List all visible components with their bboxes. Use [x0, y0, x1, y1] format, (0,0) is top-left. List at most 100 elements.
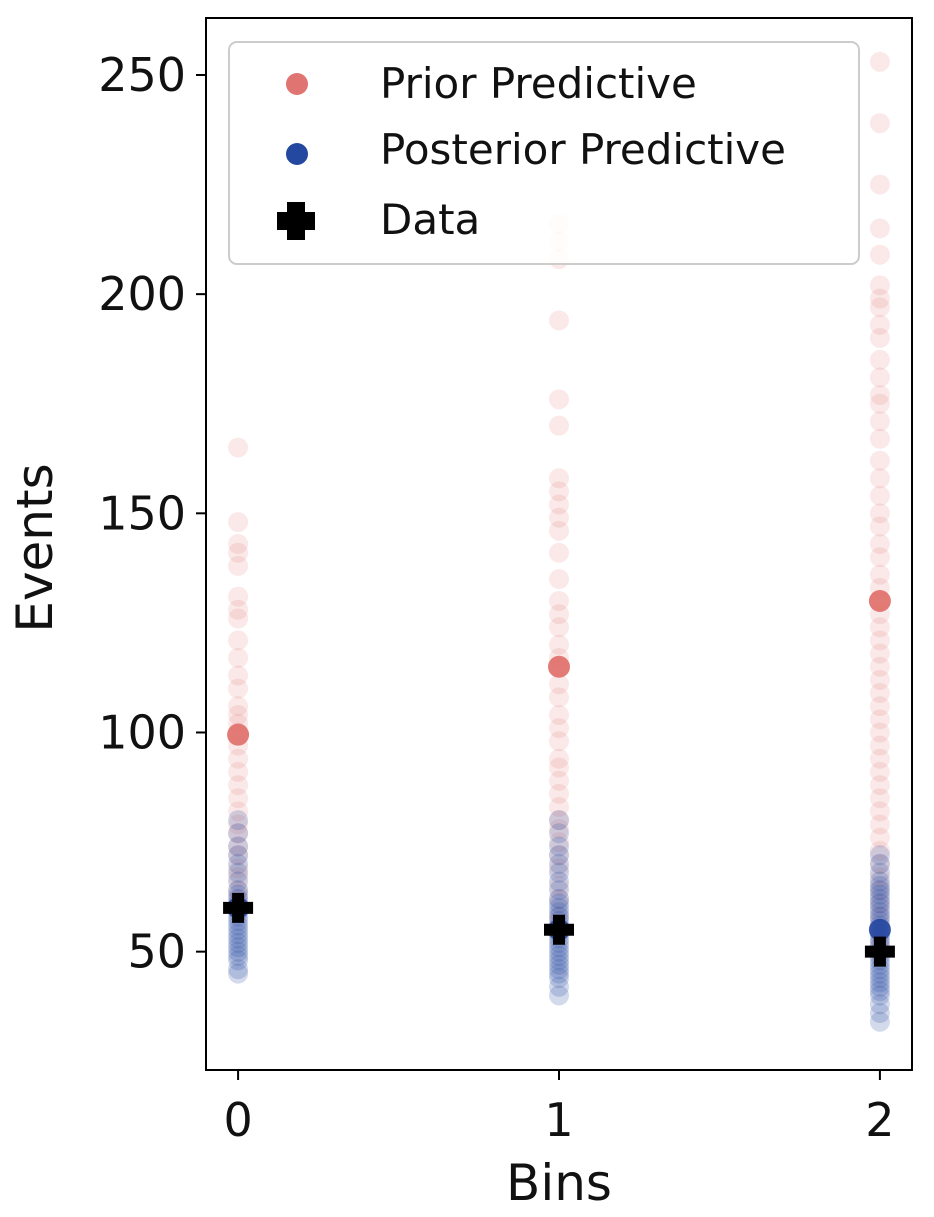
- prior-predictive-point: [549, 687, 569, 708]
- posterior-predictive-point: [869, 889, 890, 910]
- prior-predictive-point: [228, 788, 249, 809]
- prior-predictive-point: [869, 893, 890, 914]
- prior-predictive-point: [228, 647, 249, 668]
- prior-predictive-point: [549, 520, 569, 541]
- posterior-predictive-point: [549, 941, 569, 962]
- prior-predictive-points: [227, 51, 891, 953]
- posterior-predictive-point: [228, 845, 249, 866]
- prior-predictive-point: [228, 555, 249, 576]
- prior-predictive-point: [228, 630, 249, 651]
- prior-predictive-point: [869, 696, 890, 717]
- prior-predictive-point: [869, 880, 890, 901]
- y-axis: 50 100 150 200 250: [98, 48, 206, 979]
- posterior-predictive-point: [228, 836, 249, 857]
- prior-predictive-point: [869, 393, 890, 414]
- data-points: [223, 892, 895, 967]
- prior-predictive-point: [869, 314, 890, 335]
- x-tick-label: 2: [865, 1093, 894, 1147]
- prior-predictive-point: [868, 589, 891, 612]
- posterior-predictive-point: [549, 853, 569, 874]
- data-point: [864, 936, 895, 967]
- prior-predictive-point: [869, 564, 890, 585]
- prior-predictive-point: [228, 858, 249, 879]
- posterior-predictive-point: [869, 976, 890, 997]
- prior-predictive-point: [549, 889, 569, 910]
- prior-predictive-point: [869, 113, 890, 134]
- prior-predictive-point: [228, 867, 249, 888]
- prior-predictive-point: [869, 411, 890, 432]
- prior-predictive-point: [228, 775, 249, 796]
- prior-predictive-point: [549, 845, 569, 866]
- posterior-predictive-point: [228, 963, 249, 984]
- prior-predictive-point: [869, 349, 890, 370]
- prior-predictive-point: [869, 275, 890, 296]
- prior-predictive-point: [869, 367, 890, 388]
- prior-predictive-point: [548, 655, 570, 678]
- prior-predictive-point: [549, 818, 569, 839]
- prior-predictive-point: [228, 542, 249, 563]
- prior-predictive-point: [549, 507, 569, 528]
- prior-predictive-point: [869, 801, 890, 822]
- posterior-predictive-point: [549, 950, 569, 971]
- prior-predictive-point: [549, 542, 569, 563]
- prior-predictive-point: [549, 634, 569, 655]
- prior-predictive-point: [228, 512, 249, 533]
- prior-predictive-point: [549, 604, 569, 625]
- posterior-predictive-point: [228, 937, 249, 958]
- posterior-predictive-point: [549, 967, 569, 988]
- posterior-predictive-point: [549, 810, 569, 831]
- prior-predictive-point: [549, 389, 569, 410]
- posterior-predictive-point: [228, 928, 249, 949]
- posterior-predictive-point: [549, 959, 569, 980]
- posterior-predictive-point: [228, 941, 249, 962]
- prior-predictive-point: [228, 599, 249, 620]
- posterior-predictive-point: [228, 862, 249, 883]
- prior-predictive-point: [869, 450, 890, 471]
- y-tick-label: 50: [127, 925, 186, 979]
- posterior-predictive-point: [228, 946, 249, 967]
- prior-predictive-point: [869, 297, 890, 318]
- prior-predictive-point: [869, 288, 890, 309]
- prior-predictive-point: [549, 797, 569, 817]
- posterior-predictive-point: [549, 976, 569, 997]
- prior-predictive-point: [549, 468, 569, 489]
- prior-predictive-point: [869, 428, 890, 449]
- prior-predictive-point: [549, 832, 569, 853]
- prior-predictive-point: [869, 840, 890, 861]
- prior-predictive-point: [228, 801, 249, 822]
- prior-predictive-point: [869, 853, 890, 874]
- posterior-predictive-point: [228, 924, 249, 945]
- prior-predictive-point: [869, 244, 890, 265]
- data-point: [544, 914, 574, 945]
- posterior-predictive-point: [228, 932, 249, 953]
- prior-predictive-point: [869, 534, 890, 554]
- posterior-predictive-point: [228, 871, 249, 892]
- posterior-predictive-point: [549, 871, 569, 892]
- posterior-predictive-point: [228, 959, 249, 980]
- prior-predictive-point: [549, 704, 569, 725]
- posterior-predictive-point: [869, 845, 890, 866]
- prior-predictive-point: [869, 867, 890, 888]
- posterior-predictive-point: [549, 889, 569, 910]
- posterior-predictive-point: [228, 853, 249, 874]
- prior-predictive-point: [549, 875, 569, 896]
- prior-predictive-point: [869, 775, 890, 796]
- prior-predictive-point: [869, 669, 890, 690]
- posterior-predictive-point: [869, 880, 890, 901]
- prior-predictive-point: [869, 735, 890, 756]
- prior-predictive-point: [549, 718, 569, 739]
- prior-predictive-point: [869, 722, 890, 743]
- prior-predictive-point: [549, 415, 569, 436]
- legend-box: [228, 41, 860, 265]
- x-axis: 0 1 2: [223, 1070, 895, 1147]
- prior-predictive-point: [228, 608, 249, 629]
- prior-predictive-point: [869, 656, 890, 677]
- prior-predictive-point: [549, 731, 569, 752]
- posterior-predictive-point: [869, 875, 890, 896]
- prior-predictive-point: [228, 678, 249, 699]
- prior-predictive-point: [869, 218, 890, 239]
- posterior-predictive-point: [549, 862, 569, 883]
- posterior-predictive-point: [549, 836, 569, 857]
- prior-predictive-point: [228, 696, 249, 717]
